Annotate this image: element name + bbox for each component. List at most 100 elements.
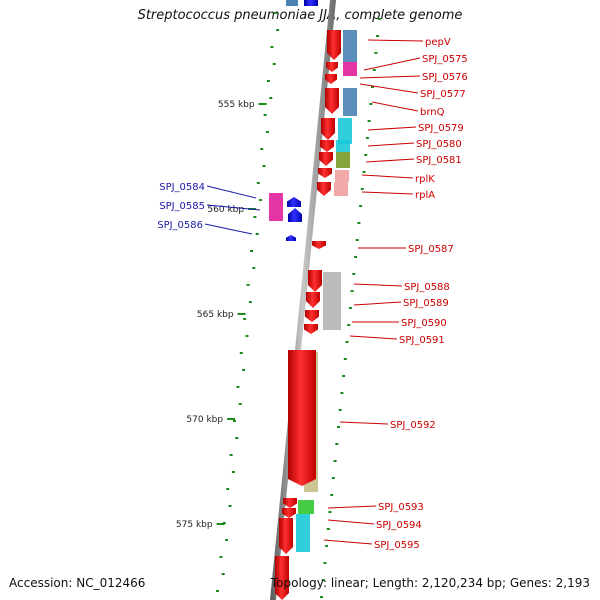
tick-mark — [326, 528, 330, 530]
leader-line — [359, 83, 419, 94]
gene-label: SPJ_0577 — [420, 89, 466, 100]
tick-mark — [354, 256, 357, 258]
tick-mark — [267, 80, 270, 82]
gene-label: SPJ_0591 — [399, 335, 445, 346]
tick-mark — [348, 307, 352, 309]
tick-mark — [338, 409, 342, 411]
leader-line — [371, 101, 419, 112]
major-tick — [237, 313, 246, 315]
gene-arrow — [282, 508, 296, 518]
tick-mark — [376, 35, 380, 37]
tick-mark — [270, 46, 274, 48]
gene-arrow — [321, 118, 335, 140]
major-tick — [227, 418, 236, 420]
gene-label: SPJ_0589 — [403, 298, 449, 309]
gene-label: SPJ_0588 — [404, 282, 450, 293]
gene-label: SPJ_0581 — [416, 155, 462, 166]
gene-arrow — [319, 152, 333, 166]
scale-label: 555 kbp — [218, 100, 255, 110]
cog-box — [296, 514, 310, 552]
tick-mark — [269, 97, 273, 99]
cog-box — [269, 193, 283, 221]
gene-arrow — [318, 168, 332, 178]
gene-label: SPJ_0587 — [408, 244, 454, 255]
gene-label: brnQ — [420, 107, 445, 118]
leader-line — [204, 223, 253, 235]
tick-mark — [233, 420, 236, 422]
tick-mark — [331, 477, 335, 479]
tick-mark — [272, 63, 276, 65]
gene-label: SPJ_0575 — [422, 54, 468, 65]
leader-line — [359, 75, 421, 79]
cog-box — [323, 272, 341, 330]
tick-mark — [374, 52, 378, 54]
cog-box — [334, 182, 348, 196]
gene-label: SPJ_0579 — [418, 123, 464, 134]
gene-arrow — [312, 241, 326, 249]
gene-arrow — [286, 235, 296, 241]
tick-mark — [236, 386, 240, 388]
leader-line — [327, 519, 375, 525]
cog-box — [335, 170, 349, 182]
gene-arrow — [306, 292, 320, 308]
cog-box — [336, 152, 350, 168]
cog-box — [343, 30, 357, 62]
gene-arrow — [325, 88, 339, 114]
cog-box — [286, 0, 298, 6]
tick-mark — [238, 403, 242, 405]
tick-mark — [229, 454, 233, 456]
tick-mark — [228, 505, 232, 507]
tick-mark — [360, 188, 364, 190]
tick-mark — [355, 239, 359, 241]
gene-arrow — [275, 556, 289, 600]
gene-arrow — [317, 182, 331, 196]
tick-mark — [225, 539, 229, 541]
tick-mark — [231, 471, 235, 473]
scale-label: 570 kbp — [186, 415, 223, 425]
tick-mark — [337, 426, 340, 428]
leader-line — [353, 301, 402, 306]
leader-line — [206, 185, 257, 199]
leader-line — [361, 191, 414, 195]
tick-mark — [250, 250, 253, 252]
major-tick — [216, 523, 225, 525]
gene-arrow — [325, 74, 337, 84]
gene-label: SPJ_0590 — [401, 318, 447, 329]
tick-mark — [276, 29, 280, 31]
tick-mark — [325, 545, 329, 547]
tick-mark — [369, 103, 373, 105]
tick-mark — [253, 216, 257, 218]
tick-mark — [377, 18, 381, 20]
gene-arrow — [279, 518, 293, 554]
tick-mark — [372, 69, 376, 71]
tick-mark — [239, 352, 243, 354]
cog-box — [336, 140, 350, 152]
tick-mark — [343, 358, 347, 360]
gene-label: SPJ_0580 — [416, 139, 462, 150]
leader-line — [367, 39, 424, 42]
tick-mark — [221, 573, 225, 575]
gene-arrow — [320, 140, 334, 152]
tick-mark — [243, 318, 247, 320]
tick-mark — [328, 511, 332, 513]
gene-label: rplK — [415, 174, 435, 185]
tick-mark — [256, 182, 260, 184]
tick-mark — [262, 165, 266, 167]
tick-mark — [255, 233, 259, 235]
gene-label: SPJ_0594 — [376, 520, 422, 531]
tick-mark — [321, 579, 325, 581]
gene-arrow — [327, 30, 341, 60]
cog-box — [343, 88, 357, 116]
tick-mark — [273, 12, 277, 14]
genome-backbone — [270, 0, 336, 600]
gene-label: SPJ_0586 — [157, 220, 203, 231]
leader-line — [363, 57, 421, 71]
leader-line — [353, 283, 403, 287]
gene-arrow — [326, 62, 338, 72]
tick-mark — [340, 392, 344, 394]
major-tick — [258, 103, 267, 105]
gene-label: SPJ_0593 — [378, 502, 424, 513]
leader-line — [339, 421, 389, 425]
gene-arrow — [288, 350, 316, 486]
